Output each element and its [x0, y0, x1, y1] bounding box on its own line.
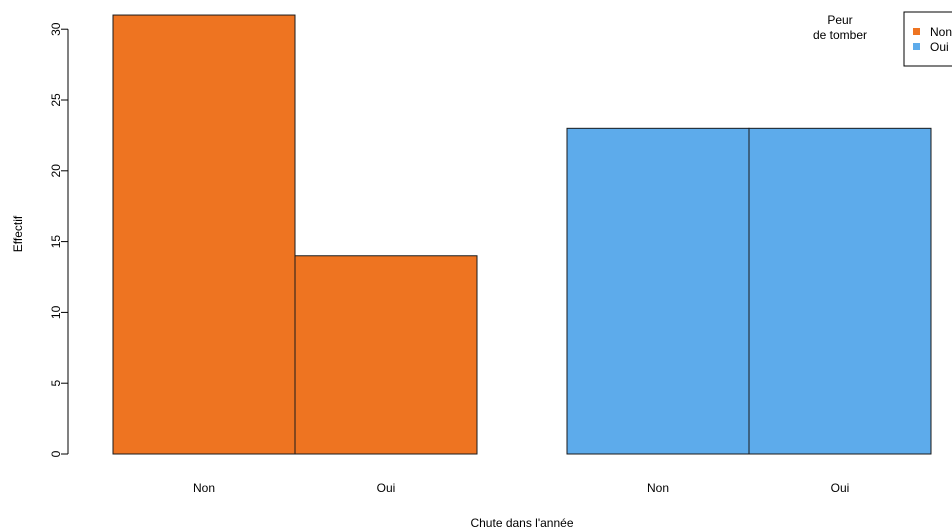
- y-tick-label: 10: [49, 305, 63, 319]
- bar-4: [748, 127, 932, 455]
- x-axis-label: Chute dans l'année: [470, 516, 573, 530]
- x-tick-label: Non: [193, 481, 215, 495]
- y-tick-label: 5: [49, 380, 63, 387]
- x-tick-label: Oui: [831, 481, 850, 495]
- legend-box: [903, 11, 952, 67]
- bar-1: [112, 14, 296, 455]
- y-axis: 0 5 10 15 20 25 30: [49, 22, 69, 457]
- y-tick-label: 25: [49, 93, 63, 107]
- x-tick-labels: Non Oui Non Oui: [193, 481, 849, 495]
- legend-title-line: Peur: [827, 13, 852, 27]
- y-tick-label: 20: [49, 164, 63, 178]
- bar-2: [294, 255, 478, 455]
- y-tick-label: 30: [49, 22, 63, 36]
- x-tick-label: Oui: [377, 481, 396, 495]
- y-axis-label: Effectif: [11, 215, 25, 252]
- y-tick-label: 0: [49, 450, 63, 457]
- x-tick-label: Non: [647, 481, 669, 495]
- bars-group: [112, 14, 932, 455]
- bar-3: [566, 127, 750, 455]
- legend-swatch: [913, 28, 920, 35]
- legend-label: Oui: [930, 40, 949, 54]
- y-tick-label: 15: [49, 235, 63, 249]
- legend-label: Non: [930, 25, 952, 39]
- legend-swatch: [913, 43, 920, 50]
- legend-title-line: de tomber: [813, 28, 867, 42]
